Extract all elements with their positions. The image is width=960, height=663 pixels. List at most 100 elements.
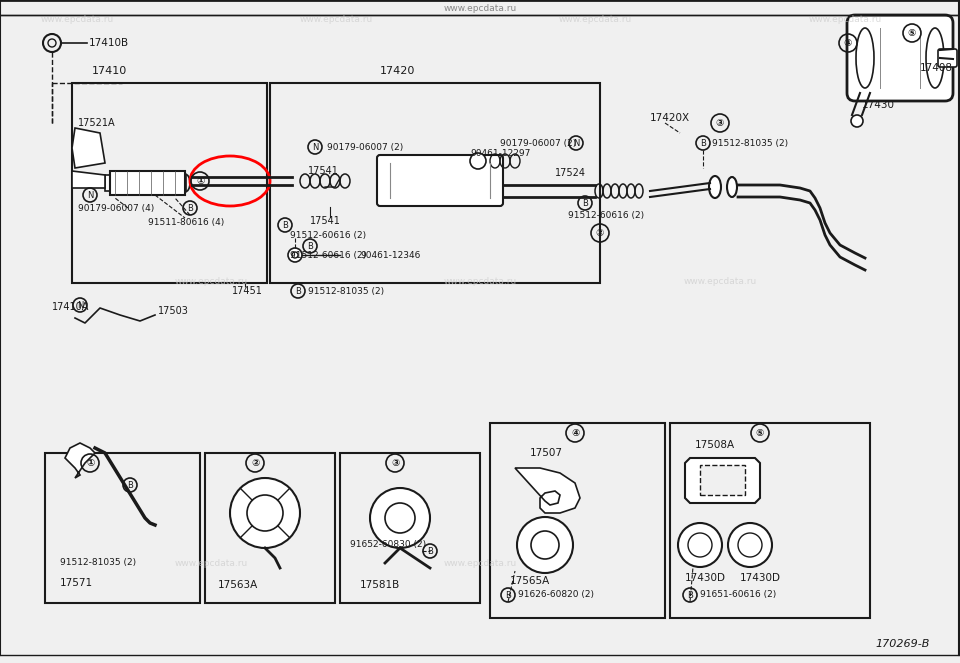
Text: 17451: 17451 bbox=[232, 286, 263, 296]
Text: ②: ② bbox=[251, 458, 259, 468]
Circle shape bbox=[470, 153, 486, 169]
Text: www.epcdata.ru: www.epcdata.ru bbox=[175, 559, 248, 568]
Polygon shape bbox=[515, 468, 580, 513]
Text: 17507: 17507 bbox=[530, 448, 563, 458]
Bar bbox=[45, 453, 200, 603]
Text: 90179-06007 (4): 90179-06007 (4) bbox=[78, 204, 155, 213]
Bar bbox=[205, 453, 335, 603]
Text: 91512-60616 (2): 91512-60616 (2) bbox=[568, 210, 644, 219]
Text: B: B bbox=[127, 481, 132, 489]
Text: B: B bbox=[427, 546, 433, 556]
Ellipse shape bbox=[727, 177, 737, 197]
Circle shape bbox=[230, 478, 300, 548]
Text: 91511-80616 (4): 91511-80616 (4) bbox=[148, 217, 225, 227]
Text: www.epcdata.ru: www.epcdata.ru bbox=[300, 15, 372, 25]
Text: 91652-60830 (2): 91652-60830 (2) bbox=[350, 540, 426, 550]
Text: ④: ④ bbox=[844, 38, 852, 48]
Text: N: N bbox=[573, 139, 579, 147]
Text: 91512-60616 (2): 91512-60616 (2) bbox=[290, 251, 366, 259]
Text: 17420X: 17420X bbox=[650, 113, 690, 123]
Text: www.epcdata.ru: www.epcdata.ru bbox=[444, 559, 516, 568]
Text: 17410A: 17410A bbox=[52, 302, 89, 312]
Text: 17408: 17408 bbox=[920, 63, 953, 73]
Circle shape bbox=[517, 517, 573, 573]
Text: 170269-B: 170269-B bbox=[876, 639, 930, 649]
Text: www.epcdata.ru: www.epcdata.ru bbox=[808, 15, 881, 25]
Text: www.epcdata.ru: www.epcdata.ru bbox=[444, 277, 516, 286]
Bar bbox=[670, 423, 870, 618]
Text: N: N bbox=[312, 143, 318, 152]
Text: 17521A: 17521A bbox=[78, 118, 115, 128]
Circle shape bbox=[678, 523, 722, 567]
Text: 17410B: 17410B bbox=[89, 38, 130, 48]
Text: B: B bbox=[687, 591, 693, 599]
Text: 17410: 17410 bbox=[92, 66, 128, 76]
Text: B: B bbox=[505, 591, 511, 599]
Polygon shape bbox=[72, 171, 105, 188]
Bar bbox=[340, 453, 480, 603]
Text: ④: ④ bbox=[571, 428, 579, 438]
Text: 17565A: 17565A bbox=[510, 576, 550, 586]
Text: N: N bbox=[77, 300, 84, 310]
Text: 17430D: 17430D bbox=[685, 573, 726, 583]
Text: 17541: 17541 bbox=[308, 166, 339, 176]
Text: 91512-81035 (2): 91512-81035 (2) bbox=[712, 139, 788, 147]
Text: 17524: 17524 bbox=[555, 168, 586, 178]
Text: B: B bbox=[307, 241, 313, 251]
Text: www.epcdata.ru: www.epcdata.ru bbox=[40, 15, 113, 25]
Text: 91651-60616 (2): 91651-60616 (2) bbox=[700, 591, 777, 599]
Circle shape bbox=[728, 523, 772, 567]
Text: 17430: 17430 bbox=[862, 100, 895, 110]
Text: 91512-81035 (2): 91512-81035 (2) bbox=[60, 558, 136, 568]
Text: 90461-12297: 90461-12297 bbox=[470, 149, 530, 158]
FancyBboxPatch shape bbox=[847, 15, 953, 101]
Text: B: B bbox=[295, 286, 300, 296]
Text: 91512-60616 (2): 91512-60616 (2) bbox=[290, 231, 366, 239]
Text: ⑤: ⑤ bbox=[908, 28, 916, 38]
Bar bbox=[700, 465, 745, 495]
Text: 17430D: 17430D bbox=[740, 573, 781, 583]
Text: ③: ③ bbox=[716, 118, 724, 128]
Text: www.epcdata.ru: www.epcdata.ru bbox=[175, 277, 248, 286]
Text: 17581B: 17581B bbox=[360, 580, 400, 590]
Circle shape bbox=[288, 248, 302, 262]
Text: www.epcdata.ru: www.epcdata.ru bbox=[444, 3, 516, 13]
Text: 90179-06007 (2): 90179-06007 (2) bbox=[500, 139, 579, 147]
Circle shape bbox=[851, 115, 863, 127]
Text: www.epcdata.ru: www.epcdata.ru bbox=[684, 277, 756, 286]
Bar bbox=[105, 175, 111, 191]
Text: 90179-06007 (2): 90179-06007 (2) bbox=[327, 143, 403, 152]
Text: 17503: 17503 bbox=[158, 306, 189, 316]
Text: 17571: 17571 bbox=[60, 578, 93, 588]
Text: www.epcdata.ru: www.epcdata.ru bbox=[559, 15, 632, 25]
Bar bbox=[72, 83, 267, 283]
Bar bbox=[180, 175, 186, 191]
Text: B: B bbox=[700, 139, 706, 147]
Text: 17420: 17420 bbox=[380, 66, 416, 76]
Text: 17541: 17541 bbox=[310, 216, 341, 226]
Bar bbox=[270, 83, 600, 283]
Text: B: B bbox=[187, 204, 193, 213]
Text: 91512-81035 (2): 91512-81035 (2) bbox=[308, 286, 384, 296]
Text: 17508A: 17508A bbox=[695, 440, 735, 450]
Bar bbox=[110, 171, 185, 195]
Text: 90461-12346: 90461-12346 bbox=[360, 251, 420, 259]
Polygon shape bbox=[72, 128, 105, 168]
Ellipse shape bbox=[709, 176, 721, 198]
Text: ①: ① bbox=[85, 458, 94, 468]
Text: 17563A: 17563A bbox=[218, 580, 258, 590]
Text: ⑤: ⑤ bbox=[756, 428, 764, 438]
Circle shape bbox=[370, 488, 430, 548]
Polygon shape bbox=[685, 458, 760, 503]
Polygon shape bbox=[65, 443, 95, 478]
Text: ②: ② bbox=[596, 228, 604, 238]
Text: B: B bbox=[582, 198, 588, 208]
Text: 91626-60820 (2): 91626-60820 (2) bbox=[518, 591, 594, 599]
FancyBboxPatch shape bbox=[938, 49, 957, 67]
Text: ①: ① bbox=[196, 176, 204, 186]
Bar bbox=[490, 423, 665, 618]
Text: N: N bbox=[86, 190, 93, 200]
Text: B: B bbox=[282, 221, 288, 229]
Text: ③: ③ bbox=[391, 458, 399, 468]
FancyBboxPatch shape bbox=[377, 155, 503, 206]
